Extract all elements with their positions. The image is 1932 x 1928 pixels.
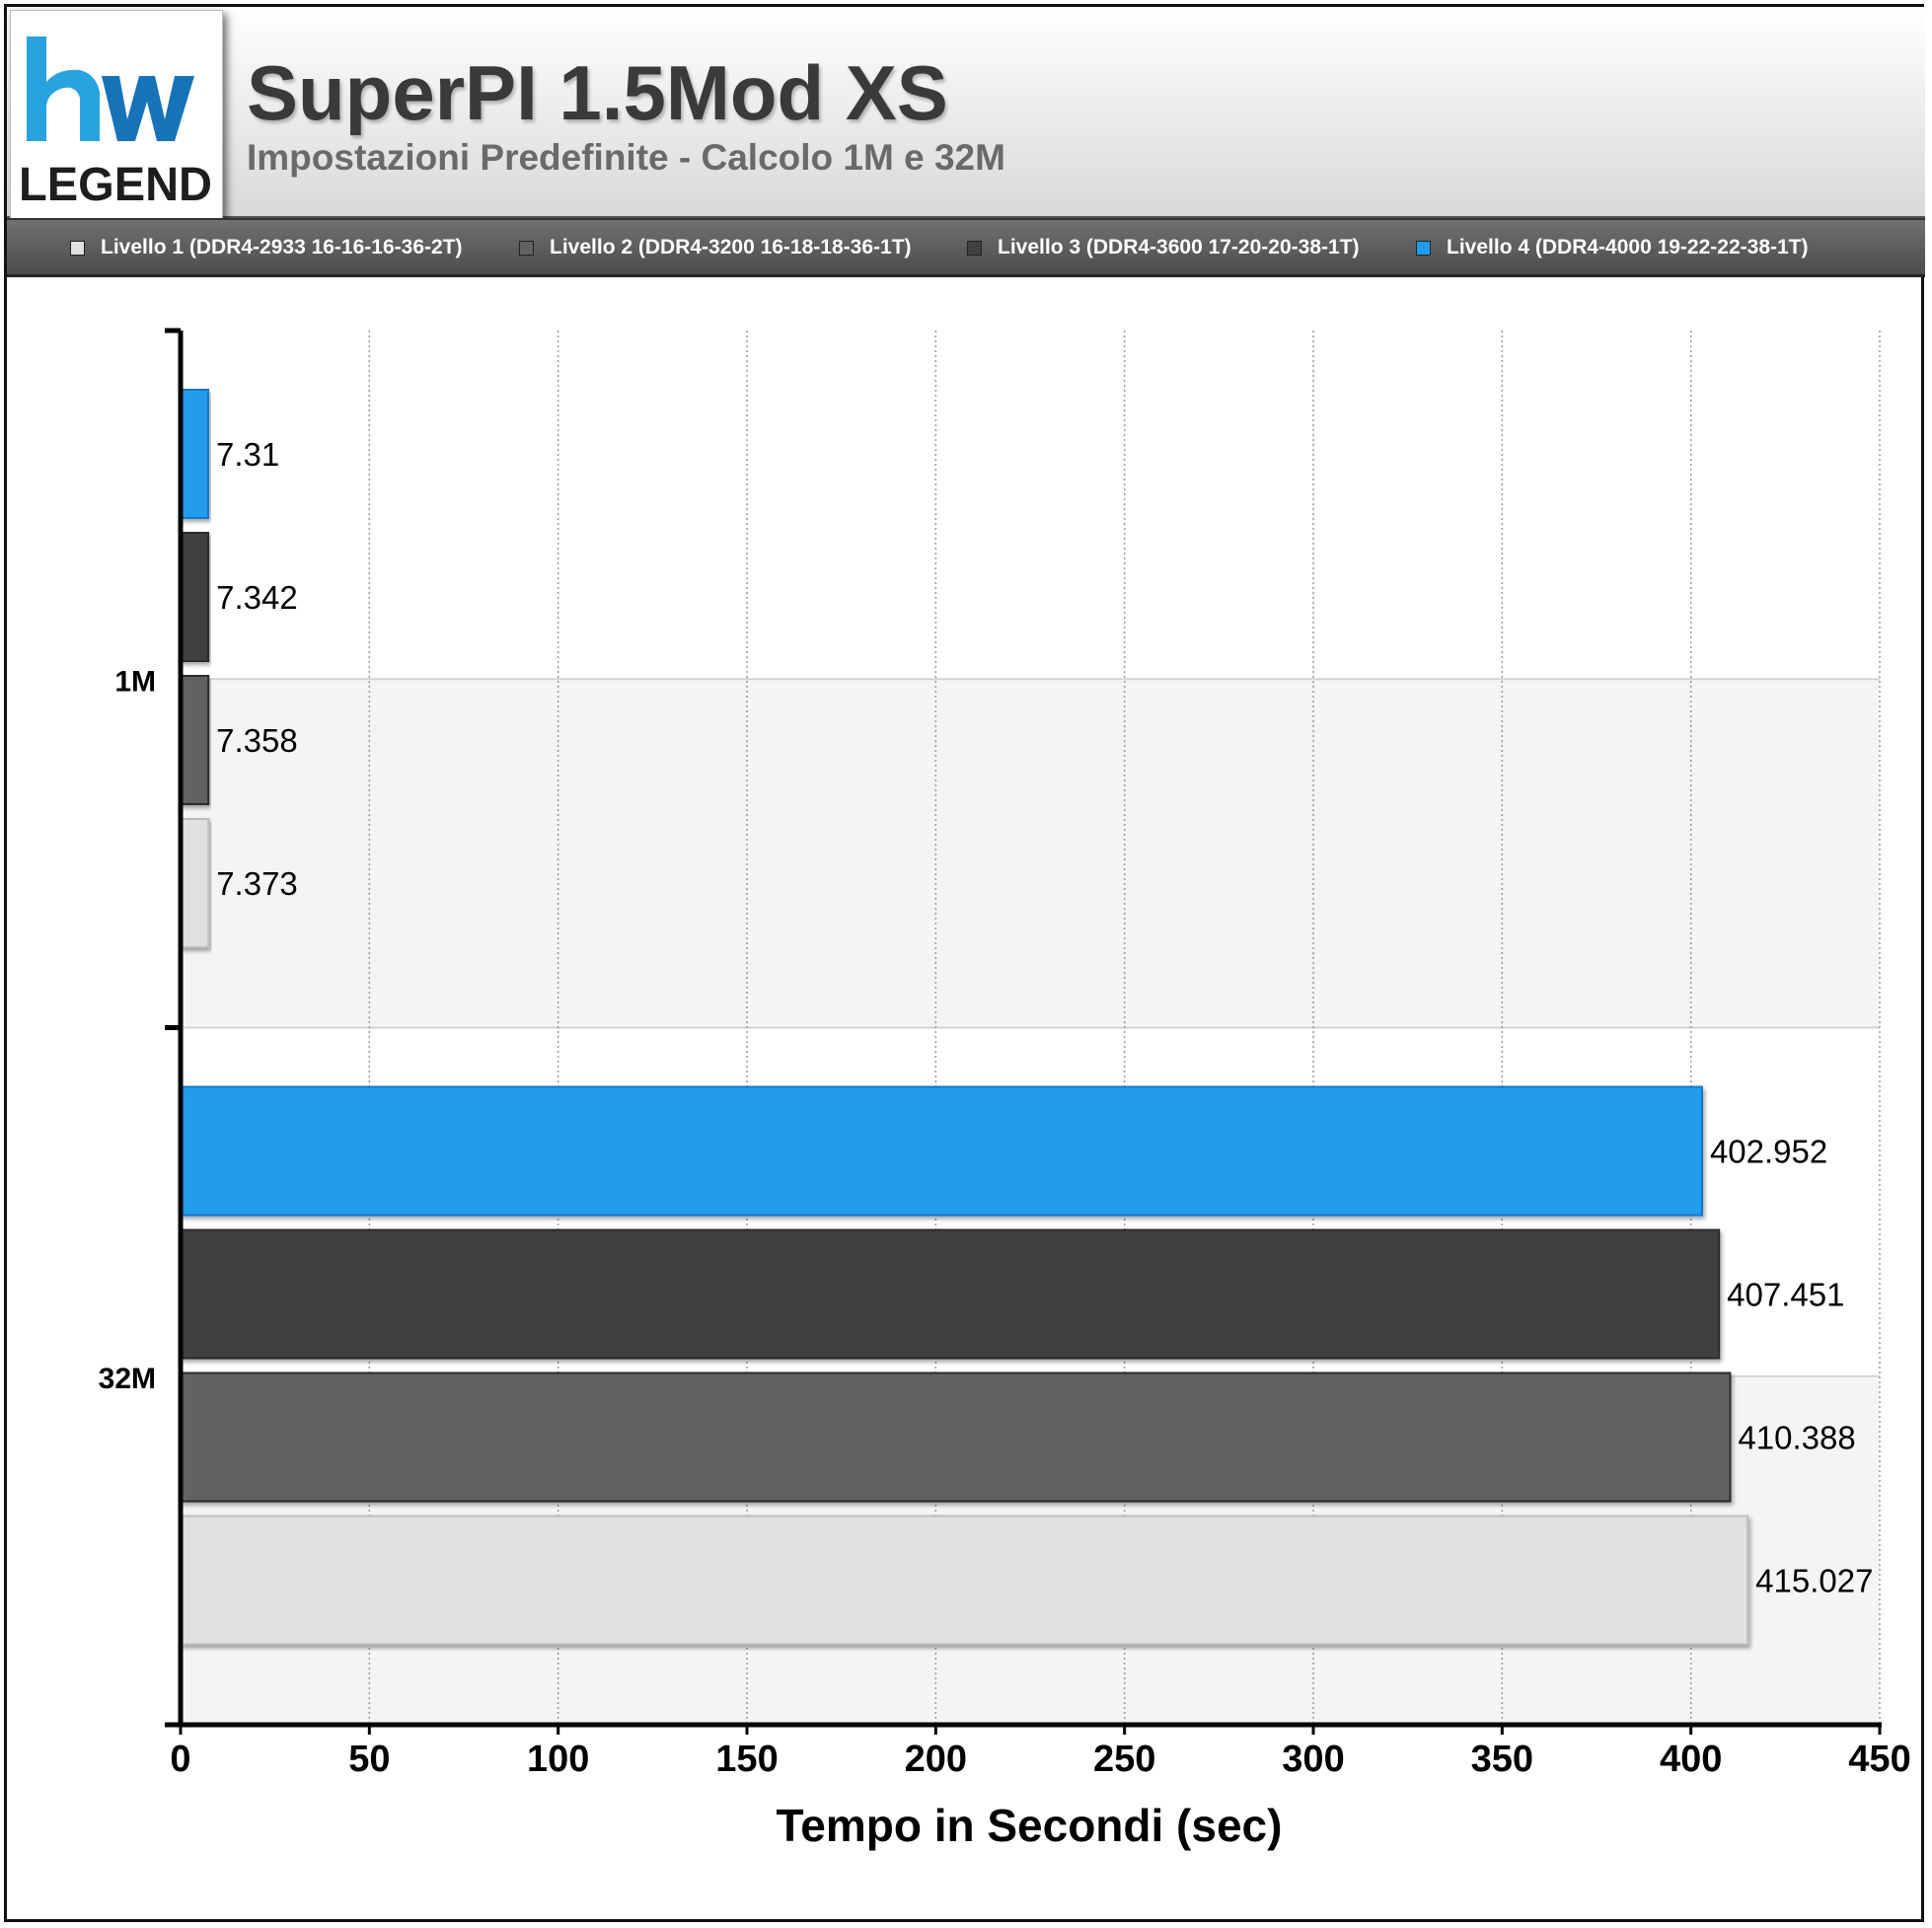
legend-label-livello-1: Livello 1 (DDR4-2933 16-16-16-36-2T) — [101, 236, 463, 259]
chart-subtitle: Impostazioni Predefinite - Calcolo 1M e … — [247, 137, 1005, 178]
axes: 0 50 100 150 200 250 300 350 400 450 1M 32M — [99, 328, 1911, 1780]
bar — [180, 1372, 1732, 1503]
x-tick-label: 150 — [715, 1739, 778, 1780]
bar-value-label: 7.358 — [216, 722, 298, 759]
x-tick-label: 450 — [1848, 1739, 1910, 1780]
bar — [180, 1085, 1703, 1217]
legend-item-livello-1: Livello 1 (DDR4-2933 16-16-16-36-2T) — [70, 236, 463, 260]
legend-label-livello-2: Livello 2 (DDR4-3200 16-18-18-36-1T) — [550, 236, 912, 259]
bar — [180, 532, 210, 662]
bars: 7.31 7.342 7.358 7.373 402.952 407.451 410.388… — [180, 389, 1873, 1646]
legend-swatch-livello-1 — [70, 240, 85, 256]
bar — [180, 1228, 1721, 1360]
bar — [180, 675, 210, 805]
x-tick-label: 50 — [348, 1739, 390, 1780]
bar-value-label: 7.373 — [216, 865, 298, 902]
bar-value-label: 402.952 — [1710, 1134, 1827, 1170]
legend-item-livello-2: Livello 2 (DDR4-3200 16-18-18-36-1T) — [519, 236, 912, 260]
chart-title: SuperPI 1.5Mod XS — [247, 49, 948, 136]
category-label: 32M — [99, 1363, 156, 1395]
legend-label-livello-4: Livello 4 (DDR4-4000 19-22-22-38-1T) — [1447, 236, 1809, 259]
legend-swatch-livello-3 — [967, 240, 982, 256]
bar — [180, 818, 210, 948]
legend: Livello 1 (DDR4-2933 16-16-16-36-2T) Liv… — [7, 218, 1925, 277]
legend-swatch-livello-2 — [519, 240, 534, 256]
x-tick-label: 200 — [905, 1739, 967, 1780]
logo-text: LEGEND — [19, 159, 212, 211]
x-tick-label: 100 — [527, 1739, 589, 1780]
bar-value-label: 7.342 — [216, 579, 298, 616]
legend-label-livello-3: Livello 3 (DDR4-3600 17-20-20-38-1T) — [998, 236, 1360, 259]
x-tick-label: 350 — [1471, 1739, 1533, 1780]
grid-lines — [368, 331, 1881, 1725]
x-tick-label: 0 — [170, 1739, 190, 1780]
bar-value-label: 415.027 — [1755, 1563, 1873, 1599]
x-tick-label: 400 — [1660, 1739, 1722, 1780]
chart-header: SuperPI 1.5Mod XS Impostazioni Predefini… — [7, 7, 1925, 219]
legend-item-livello-3: Livello 3 (DDR4-3600 17-20-20-38-1T) — [967, 236, 1360, 260]
bar-value-label: 7.31 — [216, 436, 279, 473]
legend-swatch-livello-4 — [1416, 240, 1431, 256]
legend-item-livello-4: Livello 4 (DDR4-4000 19-22-22-38-1T) — [1416, 236, 1809, 260]
hwlegend-logo: LEGEND — [10, 10, 223, 221]
bar — [180, 1515, 1749, 1646]
bar-value-label: 410.388 — [1738, 1420, 1855, 1456]
x-tick-label: 250 — [1093, 1739, 1155, 1780]
bar-value-label: 407.451 — [1727, 1277, 1844, 1313]
plot-band — [181, 679, 1880, 1028]
x-tick-label: 300 — [1282, 1739, 1344, 1780]
category-label: 1M — [114, 665, 156, 698]
bar — [180, 389, 209, 519]
plot-band — [181, 331, 1880, 680]
x-axis-title: Tempo in Secondi (sec) — [777, 1800, 1283, 1851]
